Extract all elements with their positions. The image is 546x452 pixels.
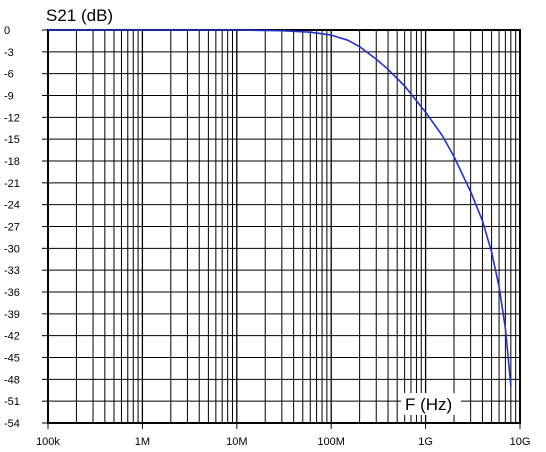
grid: [47, 29, 520, 424]
y-tick-label: -24: [4, 200, 20, 212]
x-tick-label: 1G: [418, 436, 433, 448]
x-tick-label: 10M: [226, 436, 247, 448]
y-tick-label: -39: [4, 309, 20, 321]
y-tick-label: -27: [4, 222, 20, 234]
y-tick-label: -51: [4, 396, 20, 408]
series-group: [48, 29, 512, 387]
y-tick-label: -18: [4, 156, 20, 168]
s21-series-line: [48, 29, 512, 387]
y-axis-label: S21 (dB): [46, 6, 113, 25]
x-axis-label-bg: [401, 393, 461, 415]
y-tick-label: -6: [4, 69, 14, 81]
x-axis-label: F (Hz): [405, 395, 452, 414]
x-tick-label: 10G: [510, 436, 531, 448]
y-tick-label: -21: [4, 178, 20, 190]
y-tick-label: -33: [4, 265, 20, 277]
y-tick-label: -36: [4, 287, 20, 299]
x-axis-ticks: 100k 1M 10M 100M 1G 10G: [36, 423, 530, 448]
y-tick-label: -42: [4, 331, 20, 343]
y-tick-label: 0: [4, 25, 10, 37]
y-tick-label: -9: [4, 91, 14, 103]
y-tick-label: -30: [4, 243, 20, 255]
x-tick-label: 100M: [317, 436, 345, 448]
y-tick-label: -54: [4, 418, 20, 430]
y-axis-ticks: 0 -3 -6 -9 -12 -15 -18 -21 -24 -27 -30 -33 -36 -39 -42…: [4, 25, 48, 430]
x-tick-label: 100k: [36, 436, 60, 448]
x-tick-label: 1M: [135, 436, 150, 448]
y-tick-label: -3: [4, 47, 14, 59]
y-tick-label: -48: [4, 374, 20, 386]
y-tick-label: -12: [4, 112, 20, 124]
y-tick-label: -15: [4, 134, 20, 146]
y-tick-label: -45: [4, 353, 20, 365]
